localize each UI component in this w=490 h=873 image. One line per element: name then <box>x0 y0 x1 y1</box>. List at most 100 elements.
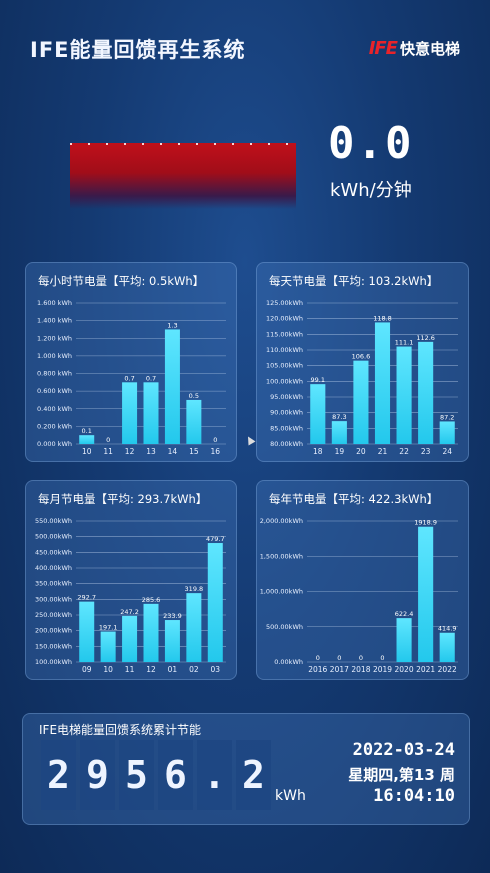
data-label: 99.1 <box>311 376 325 384</box>
monthly-chart-panel: 每月节电量【平均: 293.7kWh】 100.00kWh 150.00kWh 20… <box>25 480 237 680</box>
cumulative-savings-panel: IFE电梯能量回馈系统累计节能 2 9 5 6 . 2 kWh 2022-03-… <box>22 713 470 825</box>
x-tick-label: 19 <box>335 447 345 456</box>
brand-logo: IFE 快意电梯 <box>369 38 460 59</box>
daily-chart-title: 每天节电量【平均: 103.2kWh】 <box>269 274 439 288</box>
y-tick-label: 115.00kWh <box>266 330 303 338</box>
x-tick-label: 22 <box>399 447 409 456</box>
data-label: 118.8 <box>373 314 392 322</box>
data-label: 112.6 <box>416 334 435 342</box>
y-tick-label: 0.400 kWh <box>37 405 72 413</box>
x-tick-label: 03 <box>211 665 221 674</box>
bar <box>396 618 412 662</box>
yearly-chart-title: 每年节电量【平均: 422.3kWh】 <box>269 492 439 506</box>
current-date: 2022-03-24 <box>352 740 455 760</box>
data-label: 0 <box>359 654 363 662</box>
data-label: 1918.9 <box>414 519 437 527</box>
digit-cell: 9 <box>80 740 115 810</box>
daily-chart: 80.00kWh 85.00kWh 90.00kWh 95.00kWh 100.00kW… <box>266 299 458 456</box>
y-tick-label: 105.00kWh <box>266 362 303 370</box>
hourly-chart-title: 每小时节电量【平均: 0.5kWh】 <box>38 274 205 288</box>
monthly-chart-title: 每月节电量【平均: 293.7kWh】 <box>38 492 208 506</box>
current-time: 16:04:10 <box>373 786 455 806</box>
current-energy-unit: kWh/分钟 <box>330 180 412 201</box>
y-tick-label: 300.00kWh <box>35 595 72 603</box>
x-tick-label: 2016 <box>308 665 327 674</box>
data-label: 0 <box>106 436 110 444</box>
y-tick-label: 90.00kWh <box>270 409 303 417</box>
bar <box>186 593 202 662</box>
daily-chart-panel: 每天节电量【平均: 103.2kWh】 80.00kWh 85.00kWh 90.0… <box>256 262 469 462</box>
bar <box>374 322 391 444</box>
digit-cell: 2 <box>41 740 76 810</box>
y-tick-label: 95.00kWh <box>270 393 303 401</box>
y-tick-label: 1,000.00kWh <box>260 588 303 596</box>
data-label: 233.9 <box>163 612 182 620</box>
bar <box>143 382 159 444</box>
digit-cell: 6 <box>158 740 193 810</box>
data-label: 197.1 <box>99 624 118 632</box>
y-tick-label: 1.600 kWh <box>37 299 72 307</box>
y-tick-label: 1.200 kWh <box>37 334 72 342</box>
y-tick-label: 0.000 kWh <box>37 440 72 448</box>
x-tick-label: 21 <box>378 447 388 456</box>
header: IFE能量回馈再生系统 IFE 快意电梯 <box>0 0 490 72</box>
y-tick-label: 0.00kWh <box>274 658 303 666</box>
x-tick-label: 02 <box>189 665 199 674</box>
y-tick-label: 110.00kWh <box>266 346 303 354</box>
y-tick-label: 100.00kWh <box>35 658 72 666</box>
x-tick-label: 2022 <box>438 665 457 674</box>
y-tick-label: 350.00kWh <box>35 580 72 588</box>
yearly-chart-panel: 每年节电量【平均: 422.3kWh】 0.00kWh 500.00kWh 1,00… <box>256 480 469 680</box>
data-label: 414.9 <box>438 625 457 633</box>
data-label: 0 <box>337 654 341 662</box>
y-tick-label: 200.00kWh <box>35 627 72 635</box>
energy-meter-bar <box>70 143 296 209</box>
y-tick-label: 1,500.00kWh <box>260 552 303 560</box>
data-label: 0.7 <box>146 374 156 382</box>
current-energy-value: 0.0 <box>328 118 414 169</box>
x-tick-label: 2019 <box>373 665 392 674</box>
y-tick-label: 0.600 kWh <box>37 387 72 395</box>
x-tick-label: 20 <box>356 447 366 456</box>
current-week: 星期四,第13 周 <box>348 766 455 784</box>
bar <box>353 360 369 444</box>
y-tick-label: 0.200 kWh <box>37 422 72 430</box>
y-tick-label: 100.00kWh <box>266 377 303 385</box>
y-tick-label: 150.00kWh <box>35 642 72 650</box>
y-tick-label: 1.400 kWh <box>37 317 72 325</box>
y-tick-label: 1.000 kWh <box>37 352 72 360</box>
y-tick-label: 500.00kWh <box>266 623 303 631</box>
y-tick-label: 450.00kWh <box>35 548 72 556</box>
bar <box>79 601 95 662</box>
data-label: 622.4 <box>395 610 414 618</box>
digit-cell: 2 <box>236 740 271 810</box>
y-tick-label: 550.00kWh <box>35 517 72 525</box>
data-label: 247.2 <box>120 608 139 616</box>
data-label: 0 <box>380 654 384 662</box>
x-tick-label: 12 <box>125 447 135 456</box>
data-label: 319.8 <box>185 585 204 593</box>
mouse-cursor-icon <box>244 434 256 446</box>
bar <box>331 421 347 444</box>
data-label: 0.7 <box>124 374 134 382</box>
data-label: 1.3 <box>167 321 177 329</box>
bar <box>79 435 95 444</box>
x-tick-label: 16 <box>211 447 221 456</box>
data-label: 106.6 <box>352 353 371 361</box>
bar <box>143 603 159 662</box>
x-tick-label: 24 <box>442 447 452 456</box>
data-label: 87.2 <box>440 413 454 421</box>
y-tick-label: 400.00kWh <box>35 564 72 572</box>
x-tick-label: 12 <box>146 665 156 674</box>
x-tick-label: 15 <box>189 447 199 456</box>
page-title: IFE能量回馈再生系统 <box>30 38 246 62</box>
y-tick-label: 85.00kWh <box>270 424 303 432</box>
hourly-chart: 0.000 kWh 0.200 kWh 0.400 kWh 0.600 kWh 0.80… <box>37 299 226 456</box>
x-tick-label: 2020 <box>395 665 414 674</box>
bar <box>186 399 202 444</box>
data-label: 0.1 <box>82 427 92 435</box>
x-tick-label: 2017 <box>330 665 349 674</box>
y-tick-label: 80.00kWh <box>270 440 303 448</box>
y-tick-label: 500.00kWh <box>35 533 72 541</box>
data-label: 111.1 <box>395 339 414 347</box>
